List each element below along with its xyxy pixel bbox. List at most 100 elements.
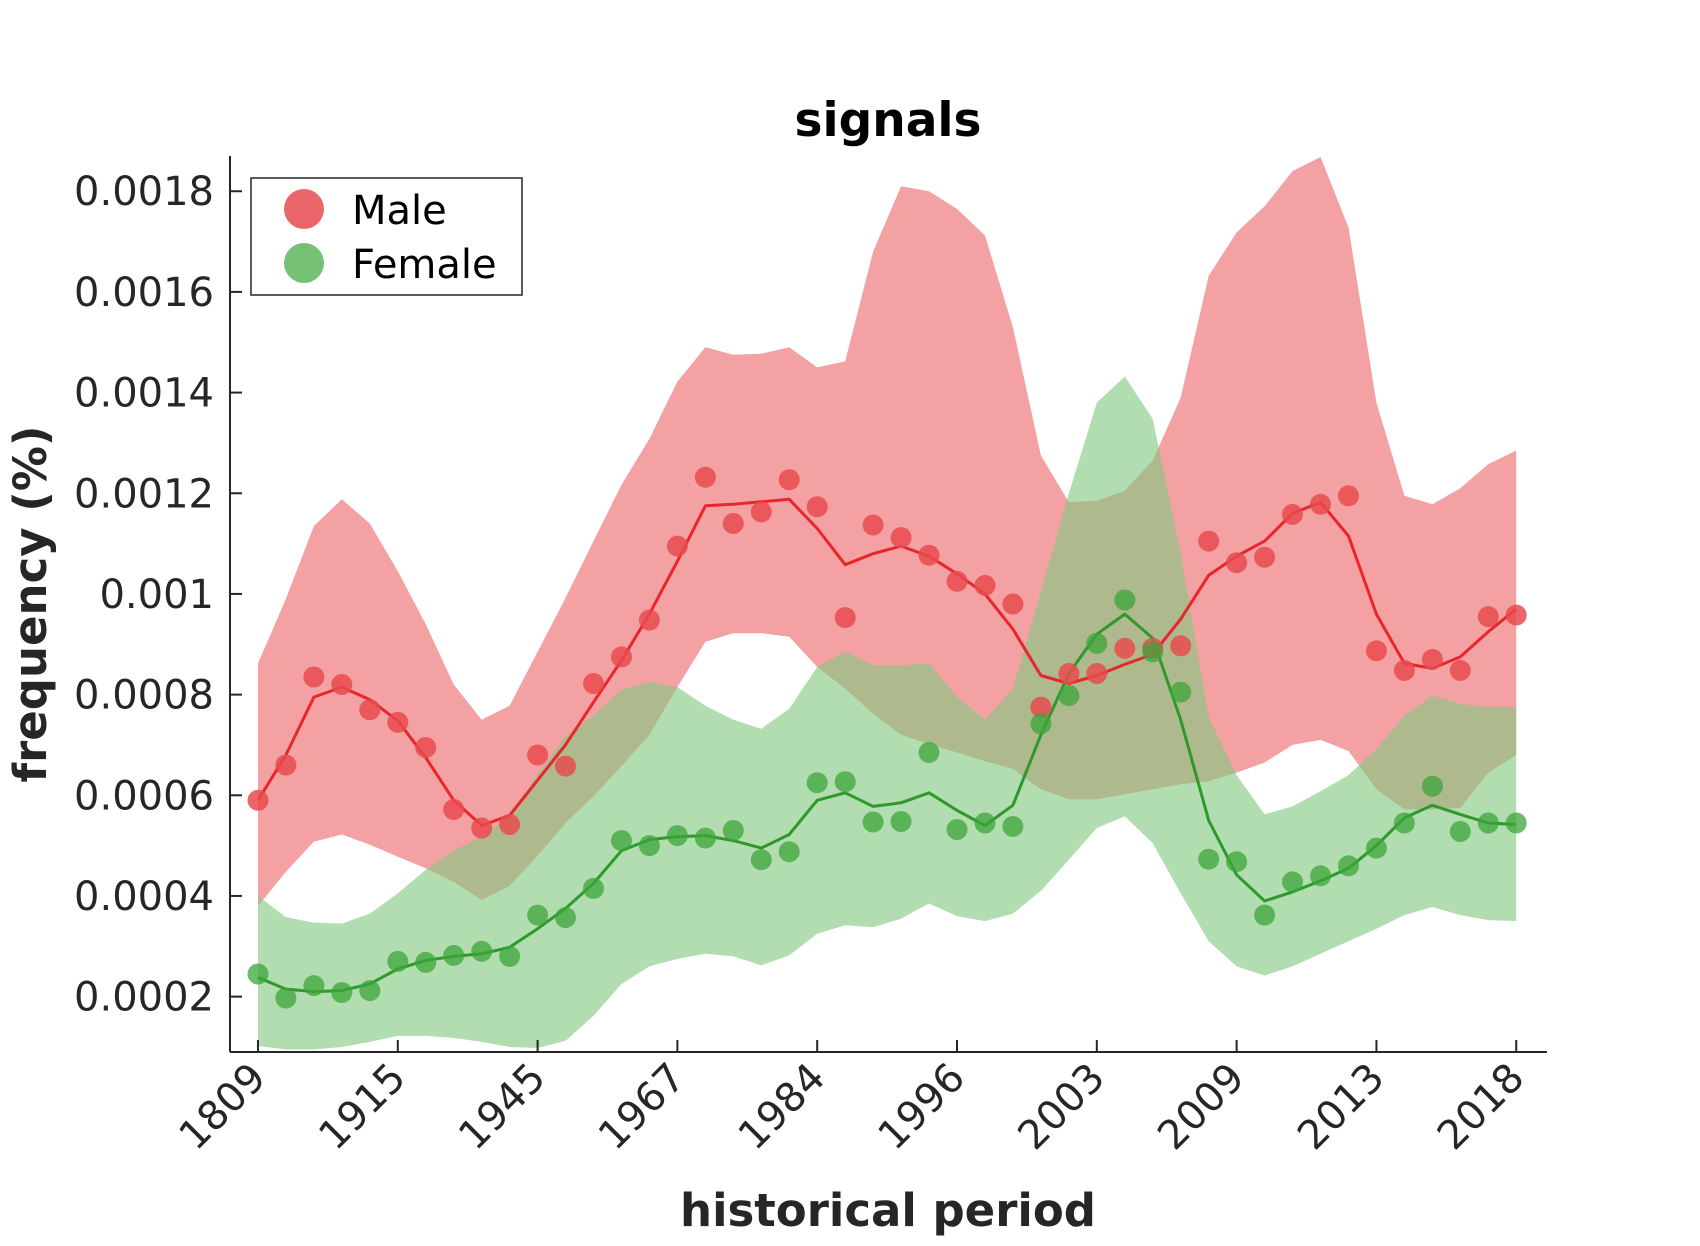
- female-data-point: [1226, 851, 1248, 873]
- male-data-point: [1198, 530, 1220, 552]
- female-data-point: [806, 772, 828, 794]
- male-data-point: [611, 646, 632, 668]
- male-data-point: [1254, 546, 1276, 568]
- female-data-point: [1198, 848, 1220, 870]
- male-data-point: [806, 496, 828, 518]
- male-data-point: [1505, 604, 1527, 626]
- male-data-point: [862, 514, 884, 536]
- male-data-point: [415, 737, 437, 758]
- female-data-point: [1477, 812, 1499, 834]
- female-data-point: [499, 945, 521, 967]
- y-ticks: 0.0002 0.0004 0.0006 0.0008 0.001 0.0012 0.001…: [74, 169, 242, 1021]
- legend-label-male: Male: [352, 188, 447, 234]
- y-tick-label: 0.0006: [74, 773, 214, 819]
- male-data-point: [527, 744, 549, 766]
- male-data-point: [1114, 637, 1136, 659]
- female-data-point: [1058, 685, 1080, 707]
- male-data-point: [694, 466, 716, 488]
- female-data-point: [1002, 816, 1024, 837]
- female-data-point: [778, 841, 800, 863]
- female-data-point: [331, 982, 353, 1004]
- female-data-point: [1086, 632, 1108, 654]
- male-data-point: [834, 607, 856, 629]
- series-points: [247, 466, 1527, 1009]
- female-data-point: [1254, 904, 1276, 926]
- male-data-point: [1226, 552, 1248, 574]
- male-data-point: [1421, 648, 1443, 670]
- female-data-point: [555, 907, 576, 929]
- male-data-point: [1170, 635, 1192, 657]
- female-data-point: [611, 830, 632, 852]
- female-data-point: [946, 819, 968, 840]
- female-data-point: [1338, 855, 1359, 877]
- male-data-point: [666, 535, 688, 557]
- female-confidence-band: [258, 376, 1517, 1050]
- female-data-point: [1505, 812, 1527, 834]
- female-data-point: [303, 975, 325, 997]
- female-data-point: [471, 940, 493, 962]
- female-data-point: [862, 811, 884, 833]
- legend: Male Female: [250, 177, 523, 296]
- male-data-point: [471, 817, 493, 839]
- female-data-point: [666, 825, 688, 847]
- chart-title: signals: [795, 93, 982, 148]
- female-data-point: [1421, 775, 1443, 797]
- male-data-point: [638, 609, 660, 631]
- male-data-point: [778, 469, 800, 491]
- male-data-point: [1449, 659, 1471, 681]
- female-data-point: [890, 811, 912, 832]
- female-data-point: [750, 849, 772, 871]
- male-data-point: [583, 673, 604, 694]
- male-data-point: [1030, 696, 1052, 718]
- male-data-point: [750, 501, 772, 523]
- female-data-point: [1170, 681, 1192, 703]
- y-tick-label: 0.0018: [74, 169, 214, 215]
- female-data-point: [1365, 837, 1387, 859]
- legend-marker-male: [284, 189, 324, 229]
- female-data-point: [918, 742, 940, 763]
- female-data-point: [722, 820, 744, 841]
- female-data-point: [1393, 812, 1415, 834]
- y-axis-title: frequency (%): [4, 426, 57, 783]
- female-trend-line: [257, 612, 1517, 994]
- y-tick-label: 0.0002: [74, 975, 214, 1021]
- male-data-point: [946, 570, 968, 592]
- y-tick-label: 0.0016: [74, 270, 214, 316]
- male-data-point: [275, 754, 297, 776]
- male-data-point: [443, 798, 465, 820]
- male-data-point: [303, 666, 325, 688]
- male-data-point: [555, 755, 576, 777]
- male-data-point: [1086, 663, 1108, 684]
- female-data-point: [1142, 641, 1164, 663]
- x-axis-title: historical period: [680, 1184, 1096, 1237]
- female-data-point: [359, 980, 381, 1002]
- female-data-point: [834, 771, 856, 793]
- male-data-point: [918, 544, 940, 566]
- y-tick-label: 0.0008: [74, 673, 214, 719]
- female-data-point: [694, 827, 716, 849]
- female-data-point: [415, 951, 437, 973]
- male-trend-line: [256, 497, 1518, 827]
- y-tick-label: 0.0004: [74, 874, 214, 920]
- female-data-point: [387, 950, 409, 972]
- male-data-point: [1002, 593, 1024, 615]
- male-data-point: [1365, 640, 1387, 662]
- y-tick-label: 0.0014: [74, 371, 214, 417]
- female-data-point: [1282, 871, 1303, 893]
- female-data-point: [1310, 865, 1331, 887]
- axes: [229, 156, 1547, 1053]
- legend-marker-female: [284, 243, 324, 283]
- male-data-point: [247, 789, 269, 811]
- male-data-point: [722, 513, 744, 534]
- male-data-point: [1058, 663, 1080, 684]
- female-data-point: [1449, 821, 1471, 842]
- female-data-point: [974, 812, 996, 834]
- y-tick-label: 0.001: [99, 572, 214, 618]
- female-data-point: [247, 963, 269, 985]
- female-data-point: [527, 904, 549, 926]
- male-data-point: [331, 674, 353, 695]
- male-data-point: [387, 711, 409, 733]
- female-data-point: [275, 987, 297, 1009]
- male-data-point: [974, 574, 996, 596]
